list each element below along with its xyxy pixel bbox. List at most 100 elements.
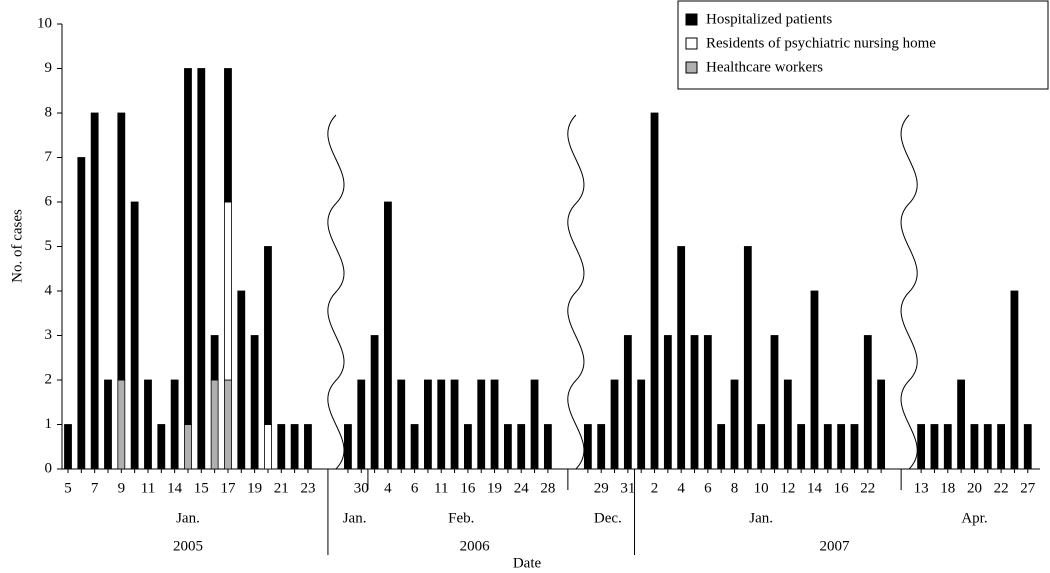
bar-segment	[850, 424, 859, 470]
bar-segment	[583, 424, 592, 470]
legend-swatch	[685, 13, 698, 26]
x-tick-label: 6	[704, 480, 712, 496]
y-tick-label: 5	[45, 238, 53, 254]
bar-segment	[237, 290, 246, 470]
y-tick-label: 9	[45, 60, 53, 76]
x-tick-label: 10	[754, 480, 769, 496]
x-tick-label: 11	[434, 480, 448, 496]
legend-label: Hospitalized patients	[706, 11, 832, 27]
bar-segment	[623, 335, 632, 470]
bar-segment	[277, 424, 286, 470]
bar-segment	[650, 112, 659, 470]
legend-label: Healthcare workers	[706, 59, 823, 75]
bar-segment	[877, 379, 886, 470]
bar-segment	[424, 379, 432, 470]
bar-segment	[104, 379, 112, 470]
bar-segment	[970, 424, 979, 470]
x-tick-label: 24	[514, 480, 530, 496]
bar-segment	[770, 335, 779, 470]
y-tick-label: 10	[37, 15, 52, 31]
bar-segment	[783, 379, 792, 470]
x-tick-label: 2	[651, 480, 659, 496]
x-axis-label: Date	[513, 555, 542, 571]
year-label: 2007	[819, 538, 850, 554]
x-tick-label: 11	[141, 480, 155, 496]
bar-segment	[703, 335, 712, 470]
legend-swatch	[685, 37, 698, 50]
bar-segment	[144, 379, 152, 470]
x-tick-label: 5	[64, 480, 72, 496]
x-tick-label: 22	[994, 480, 1009, 496]
x-tick-label: 12	[780, 480, 795, 496]
bar-segment	[170, 379, 179, 470]
y-tick-label: 2	[45, 371, 53, 387]
bar-segment	[690, 335, 699, 470]
x-tick-label: 8	[731, 480, 739, 496]
x-tick-label: 18	[940, 480, 955, 496]
month-label: Dec.	[594, 510, 622, 526]
x-tick-label: 14	[167, 480, 183, 496]
bar-segment	[917, 424, 926, 470]
month-label: Feb.	[448, 510, 474, 526]
legend-label: Residents of psychiatric nursing home	[706, 35, 936, 51]
bar-segment	[184, 424, 192, 470]
bar-segment	[517, 424, 526, 470]
bar-segment	[810, 290, 819, 470]
bar-segment	[863, 335, 872, 470]
bar-segment	[543, 424, 552, 470]
x-tick-label: 20	[967, 480, 982, 496]
bar-segment	[730, 379, 739, 470]
x-tick-label: 19	[487, 480, 502, 496]
bar-segment	[837, 424, 846, 470]
bar-segment	[530, 379, 539, 470]
x-tick-label: 14	[807, 480, 823, 496]
bar-segment	[450, 379, 459, 470]
bar-segment	[743, 246, 752, 470]
bar-segment	[997, 424, 1005, 470]
bar-segment	[224, 68, 232, 203]
bar-segment	[130, 201, 139, 470]
bar-segment	[117, 379, 126, 470]
x-tick-label: 9	[118, 480, 126, 496]
x-tick-label: 19	[247, 480, 262, 496]
year-label: 2006	[460, 538, 491, 554]
bar-segment	[957, 379, 966, 470]
bar-segment	[64, 424, 72, 470]
bar-segment	[437, 379, 446, 470]
month-label: Jan.	[176, 510, 200, 526]
bar-segment	[1023, 424, 1032, 470]
bar-segment	[264, 246, 272, 425]
bar-segment	[224, 379, 232, 470]
bar-segment	[397, 379, 406, 470]
y-tick-label: 4	[45, 282, 53, 298]
bar-segment	[77, 157, 86, 470]
year-label: 2005	[173, 538, 203, 554]
x-tick-label: 23	[300, 480, 315, 496]
x-tick-label: 15	[194, 480, 209, 496]
x-tick-label: 30	[354, 480, 369, 496]
bar-segment	[477, 379, 486, 470]
bar-segment	[983, 424, 992, 470]
bar-segment	[210, 335, 219, 381]
bar-segment	[490, 379, 499, 470]
bar-segment	[90, 112, 99, 470]
x-tick-label: 6	[411, 480, 419, 496]
bar-segment	[597, 424, 606, 470]
bar-segment	[250, 335, 259, 470]
bar-segment	[157, 424, 166, 470]
bar-segment	[677, 246, 686, 470]
bar-segment	[344, 424, 352, 470]
x-tick-label: 4	[384, 480, 392, 496]
bar-segment	[503, 424, 512, 470]
x-tick-label: 29	[594, 480, 609, 496]
x-tick-label: 17	[220, 480, 236, 496]
bar-segment	[210, 379, 219, 470]
bar-segment	[930, 424, 939, 470]
bar-segment	[290, 424, 299, 470]
y-tick-label: 8	[45, 104, 53, 120]
bar-segment	[304, 424, 312, 470]
bar-segment	[943, 424, 952, 470]
bar-segment	[370, 335, 379, 470]
bar-segment	[264, 424, 272, 470]
bar-segment	[663, 335, 672, 470]
